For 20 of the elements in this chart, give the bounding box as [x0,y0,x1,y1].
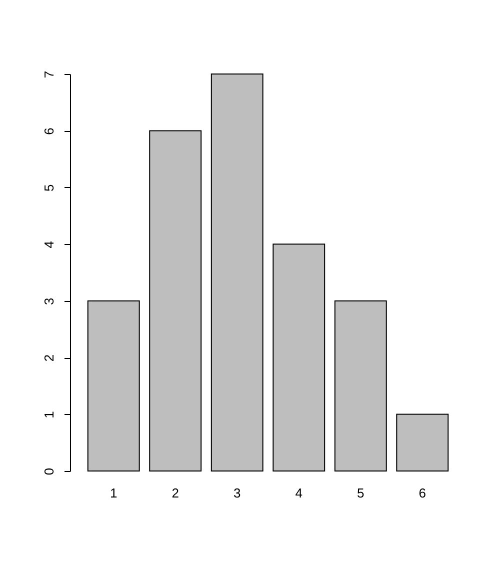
bar [149,130,202,472]
y-tick-label: 0 [42,468,56,476]
x-tick-label: 5 [357,486,364,500]
y-tick-label: 2 [42,354,56,362]
y-tick-label: 3 [42,298,56,305]
bar [272,244,326,472]
x-tick-label: 2 [172,486,179,500]
y-tick-label: 1 [42,411,56,418]
bar [210,74,264,472]
y-tick-label: 5 [42,184,56,192]
x-tick-label: 4 [295,486,302,500]
bar [396,414,449,472]
y-tick-label: 7 [42,70,56,78]
y-tick-label: 6 [42,128,56,135]
x-tick-label: 1 [110,486,118,500]
x-tick-label: 6 [418,486,426,500]
x-tick-label: 3 [234,486,241,500]
bar [87,300,140,472]
bar [334,300,387,472]
y-tick-label: 4 [42,241,56,248]
